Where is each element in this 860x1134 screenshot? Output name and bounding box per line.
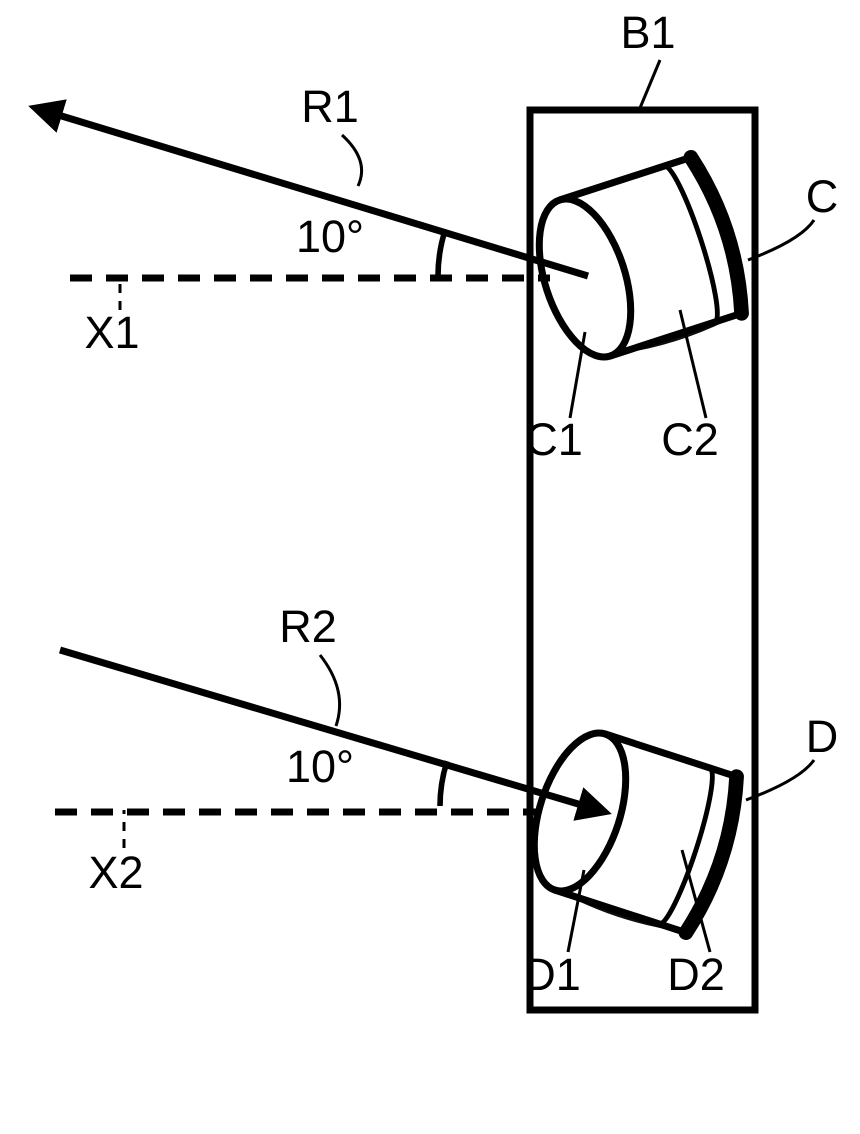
label-c2: C2: [661, 414, 719, 465]
label-d2: D2: [667, 949, 725, 1000]
label-b1: B1: [620, 7, 675, 58]
label-angle2: 10°: [286, 741, 354, 792]
label-x1: X1: [84, 307, 139, 358]
label-r2: R2: [279, 601, 337, 652]
label-c: C: [806, 171, 839, 222]
label-d1: D1: [523, 949, 581, 1000]
label-r1: R1: [301, 81, 359, 132]
label-angle1: 10°: [296, 211, 364, 262]
label-d: D: [806, 711, 839, 762]
label-x2: X2: [88, 847, 143, 898]
label-c1: C1: [525, 414, 583, 465]
